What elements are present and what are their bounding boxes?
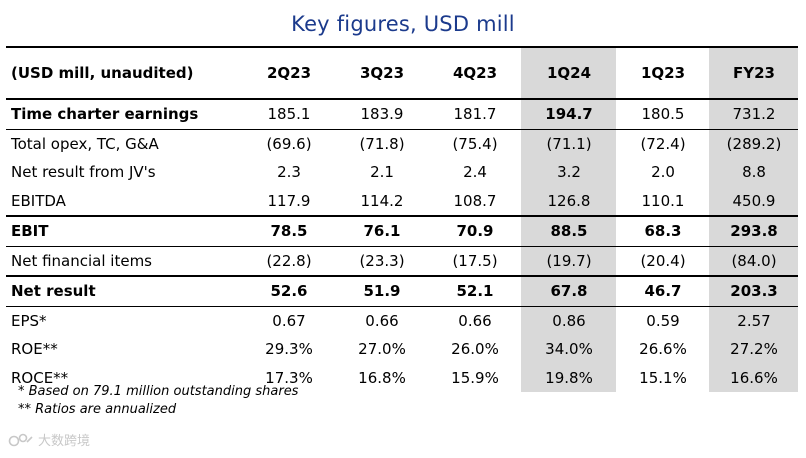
cell-fy23: (84.0) (709, 246, 798, 277)
table-row: EPS* 0.67 0.66 0.66 0.86 0.59 2.57 (6, 306, 798, 335)
table-row: ROCE** 17.3% 16.8% 15.9% 19.8% 15.1% 16.… (6, 363, 798, 392)
cell-4q23: 26.0% (451, 340, 499, 359)
footnotes: * Based on 79.1 million outstanding shar… (18, 383, 298, 419)
row-label: EPS* (11, 311, 47, 330)
cell-4q23: (75.4) (452, 134, 498, 153)
cell-1q23: 26.6% (639, 340, 687, 359)
watermark-logo-icon (8, 433, 34, 447)
key-figures-table: (USD mill, unaudited) 2Q23 3Q23 4Q23 1Q2… (6, 46, 798, 392)
cell-2q23: 117.9 (242, 186, 335, 217)
table-row: Time charter earnings 185.1 183.9 181.7 … (6, 99, 798, 130)
cell-2q23: (22.8) (242, 246, 335, 277)
row-label: Net result (6, 276, 242, 307)
cell-fy23: 2.57 (709, 306, 798, 335)
cell-fy23: 450.9 (709, 186, 798, 217)
cell-1q23: 46.7 (616, 276, 709, 307)
cell-3q23: 183.9 (335, 99, 428, 130)
cell-2q23: 17.3% (265, 368, 313, 387)
cell-1q23: 15.1% (639, 368, 687, 387)
cell-4q23: 0.66 (458, 311, 492, 330)
row-label: ROCE** (11, 368, 69, 387)
cell-2q23: (69.6) (266, 134, 312, 153)
table-row: EBITDA 117.9 114.2 108.7 126.8 110.1 450… (6, 186, 798, 217)
cell-4q23: 108.7 (428, 186, 521, 217)
cell-2q23: 29.3% (265, 340, 313, 359)
cell-3q23: (23.3) (335, 246, 428, 277)
cell-4q23: 70.9 (428, 216, 521, 247)
cell-4q23: 181.7 (428, 99, 521, 130)
header-3q23: 3Q23 (335, 46, 428, 100)
cell-fy23: 731.2 (709, 99, 798, 130)
row-label: EBIT (6, 216, 242, 247)
cell-3q23: 114.2 (335, 186, 428, 217)
header-fy23: FY23 (709, 46, 798, 100)
cell-3q23: 76.1 (335, 216, 428, 247)
table-header-row: (USD mill, unaudited) 2Q23 3Q23 4Q23 1Q2… (6, 46, 798, 100)
cell-1q23: (72.4) (640, 134, 686, 153)
cell-4q23: 52.1 (428, 276, 521, 307)
cell-2q23: 185.1 (242, 99, 335, 130)
table-row: Net result from JV's 2.3 2.1 2.4 3.2 2.0… (6, 158, 798, 187)
watermark-text: 大数跨境 (38, 434, 91, 449)
cell-1q23: 110.1 (616, 186, 709, 217)
cell-fy23: 293.8 (709, 216, 798, 247)
cell-1q24: 88.5 (521, 216, 616, 247)
row-label: ROE** (11, 340, 58, 359)
cell-fy23: (289.2) (709, 129, 798, 158)
table-row: ROE** 29.3% 27.0% 26.0% 34.0% 26.6% 27.2… (6, 335, 798, 364)
cell-fy23: 27.2% (709, 335, 798, 364)
cell-2q23: 52.6 (242, 276, 335, 307)
cell-1q24: 0.86 (521, 306, 616, 335)
page-title: Key figures, USD mill (291, 12, 515, 36)
table-row: Net result 52.6 51.9 52.1 67.8 46.7 203.… (6, 276, 798, 307)
cell-3q23: (71.8) (359, 134, 405, 153)
header-4q23: 4Q23 (428, 46, 521, 100)
row-label: Time charter earnings (6, 99, 242, 130)
footnote-annualized: ** Ratios are annualized (18, 402, 177, 417)
cell-4q23: 2.4 (463, 163, 487, 182)
cell-1q23: 68.3 (616, 216, 709, 247)
row-label: Net financial items (6, 246, 242, 277)
cell-3q23: 2.1 (370, 163, 394, 182)
cell-fy23: 8.8 (709, 158, 798, 187)
cell-fy23: 203.3 (709, 276, 798, 307)
cell-fy23: 16.6% (709, 363, 798, 392)
footnote-shares: * Based on 79.1 million outstanding shar… (18, 384, 299, 399)
cell-4q23: 15.9% (451, 368, 499, 387)
cell-3q23: 16.8% (358, 368, 406, 387)
header-1q24: 1Q24 (521, 46, 616, 100)
row-label: EBITDA (6, 186, 242, 217)
row-label: Total opex, TC, G&A (11, 134, 159, 153)
cell-4q23: (17.5) (428, 246, 521, 277)
cell-1q24: (71.1) (521, 129, 616, 158)
cell-1q24: 19.8% (521, 363, 616, 392)
cell-1q24: 3.2 (521, 158, 616, 187)
cell-1q24: 34.0% (521, 335, 616, 364)
cell-3q23: 51.9 (335, 276, 428, 307)
watermark: 大数跨境 (8, 430, 90, 449)
table-row: Net financial items (22.8) (23.3) (17.5)… (6, 246, 798, 277)
cell-1q23: 0.59 (646, 311, 680, 330)
cell-2q23: 78.5 (242, 216, 335, 247)
cell-3q23: 27.0% (358, 340, 406, 359)
cell-1q23: 180.5 (616, 99, 709, 130)
header-1q23: 1Q23 (616, 46, 709, 100)
header-label: (USD mill, unaudited) (6, 46, 242, 100)
cell-2q23: 0.67 (272, 311, 306, 330)
cell-3q23: 0.66 (365, 311, 399, 330)
header-2q23: 2Q23 (242, 46, 335, 100)
table-row: Total opex, TC, G&A (69.6) (71.8) (75.4)… (6, 129, 798, 158)
cell-2q23: 2.3 (277, 163, 301, 182)
cell-1q24: (19.7) (521, 246, 616, 277)
cell-1q23: (20.4) (616, 246, 709, 277)
table-row: EBIT 78.5 76.1 70.9 88.5 68.3 293.8 (6, 216, 798, 247)
cell-1q24: 126.8 (521, 186, 616, 217)
row-label: Net result from JV's (11, 163, 156, 182)
cell-1q24: 194.7 (521, 99, 616, 130)
cell-1q23: 2.0 (651, 163, 675, 182)
cell-1q24: 67.8 (521, 276, 616, 307)
